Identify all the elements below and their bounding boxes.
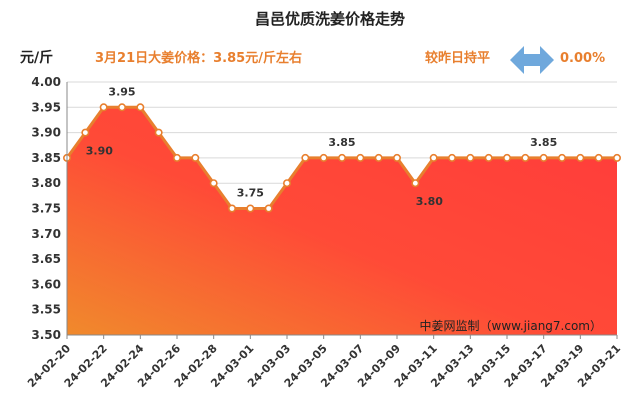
- y-tick-label: 3.85: [31, 151, 61, 165]
- y-tick-label: 3.60: [31, 277, 61, 291]
- y-tick-label: 3.90: [31, 126, 61, 140]
- data-point: [118, 103, 127, 112]
- data-point: [429, 153, 438, 162]
- area-fill: [67, 107, 617, 335]
- data-point: [374, 153, 383, 162]
- data-label: 3.90: [86, 145, 113, 158]
- y-tick-label: 3.70: [31, 227, 61, 241]
- data-point: [502, 153, 511, 162]
- y-tick-label: 3.50: [31, 328, 61, 342]
- y-tick-label: 3.75: [31, 202, 61, 216]
- data-point: [99, 103, 108, 112]
- trend-percent: 0.00%: [560, 51, 605, 66]
- y-axis-ticks: 3.50 3.55 3.60 3.65 3.70 3.75 3.80 3.85 3.90 3.95…: [31, 75, 61, 342]
- data-point: [539, 153, 548, 162]
- data-point: [81, 128, 90, 137]
- data-point: [594, 153, 603, 162]
- data-point: [154, 128, 163, 137]
- double-arrow-icon: [510, 46, 554, 74]
- trend-note: 较昨日持平: [425, 50, 490, 66]
- data-point: [209, 179, 218, 188]
- data-label: 3.85: [530, 136, 557, 149]
- data-point: [466, 153, 475, 162]
- data-point: [173, 153, 182, 162]
- data-point: [557, 153, 566, 162]
- data-label: 3.75: [237, 187, 264, 200]
- y-tick-label: 3.65: [31, 252, 61, 266]
- y-tick-label: 3.95: [31, 100, 61, 114]
- area-shape: [67, 107, 617, 335]
- data-point: [337, 153, 346, 162]
- data-point: [447, 153, 456, 162]
- y-tick-label: 3.55: [31, 303, 61, 317]
- data-labels: 3.90 3.95 3.75 3.85 3.80 3.85: [86, 85, 557, 208]
- x-axis-ticks: 24-02-2024-02-2224-02-2424-02-2624-02-28…: [25, 335, 623, 390]
- watermark: 中姜网监制（www.jiang7.com）: [420, 318, 602, 333]
- chart-title: 昌邑优质洗姜价格走势: [255, 10, 405, 28]
- data-point: [191, 153, 200, 162]
- y-unit: 元/斤: [20, 49, 53, 66]
- data-point: [228, 204, 237, 213]
- data-point: [136, 103, 145, 112]
- data-point: [411, 179, 420, 188]
- data-point: [612, 153, 621, 162]
- data-label: 3.85: [328, 136, 355, 149]
- data-point: [301, 153, 310, 162]
- data-point: [521, 153, 530, 162]
- data-point: [484, 153, 493, 162]
- data-point: [246, 204, 255, 213]
- data-label: 3.95: [108, 85, 135, 98]
- data-point: [264, 204, 273, 213]
- data-point: [282, 179, 291, 188]
- data-label: 3.80: [416, 195, 443, 208]
- y-tick-label: 4.00: [31, 75, 61, 89]
- data-point: [576, 153, 585, 162]
- data-point: [392, 153, 401, 162]
- data-point: [319, 153, 328, 162]
- data-point: [356, 153, 365, 162]
- price-note: 3月21日大姜价格：3.85元/斤左右: [95, 50, 302, 66]
- series-points: [62, 103, 621, 213]
- y-tick-label: 3.80: [31, 176, 61, 190]
